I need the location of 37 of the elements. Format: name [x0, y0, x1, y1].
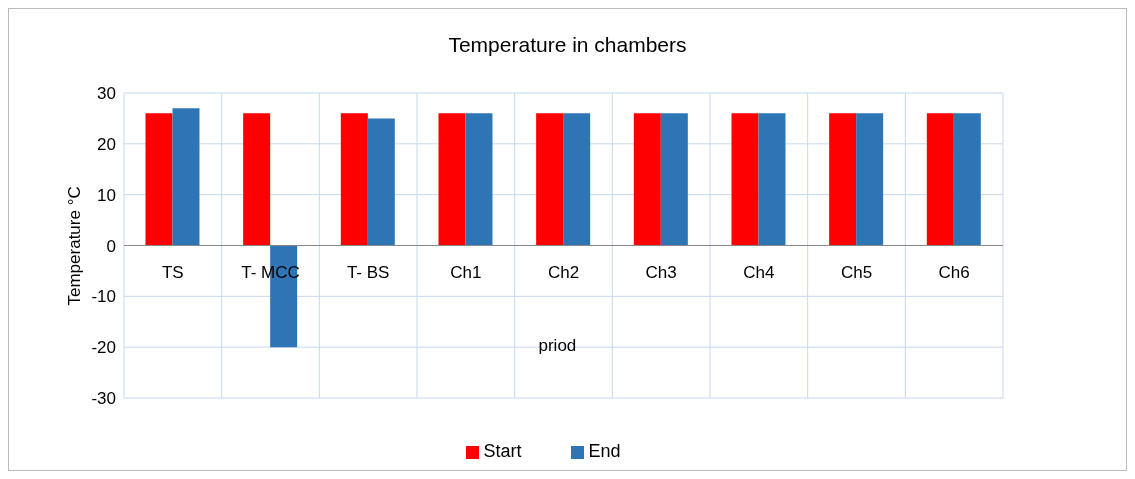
bar — [243, 113, 271, 246]
bar — [172, 108, 200, 246]
bar — [633, 113, 661, 246]
x-tick-label: Ch2 — [547, 263, 580, 282]
bar — [536, 113, 564, 246]
x-tick-label: Ch5 — [840, 263, 873, 282]
x-axis-title: priod — [538, 336, 577, 356]
y-tick-label: -20 — [91, 338, 116, 358]
bar — [758, 113, 786, 246]
bar — [829, 113, 857, 246]
legend-label: End — [588, 441, 621, 461]
y-tick-label: 20 — [97, 134, 116, 154]
x-tick-label: Ch1 — [450, 263, 482, 282]
bar — [145, 113, 173, 246]
bar — [465, 113, 493, 246]
bar — [660, 113, 688, 246]
y-tick-label: 10 — [97, 185, 116, 205]
x-tick-label: T- BS — [346, 263, 390, 282]
legend-label: Start — [483, 441, 522, 461]
chart-title: Temperature in chambers — [447, 33, 688, 57]
y-tick-label: -10 — [91, 287, 116, 307]
bar — [367, 118, 395, 246]
bar — [563, 113, 591, 246]
bar — [953, 113, 981, 246]
y-axis-title: Temperature °C — [65, 186, 85, 306]
bar — [731, 113, 759, 246]
y-tick-label: 0 — [106, 236, 116, 256]
bar — [438, 113, 466, 246]
x-tick-label: Ch6 — [938, 263, 970, 282]
bar — [856, 113, 884, 246]
x-tick-label: Ch3 — [645, 263, 677, 282]
x-tick-label: TS — [161, 263, 184, 282]
bar — [340, 113, 368, 246]
y-tick-label: -30 — [91, 389, 116, 409]
x-tick-label: Ch4 — [743, 263, 775, 282]
y-tick-label: 30 — [97, 84, 116, 104]
bar — [926, 113, 954, 246]
